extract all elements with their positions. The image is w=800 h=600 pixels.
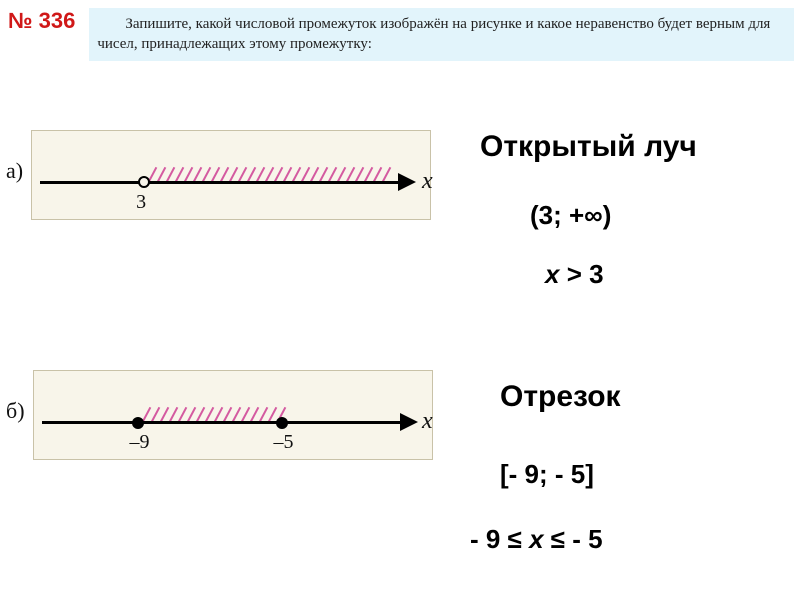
ineq-b-pre: - 9 ≤ [470, 524, 529, 554]
task-text: Запишите, какой числовой промежуток изоб… [89, 8, 794, 61]
hatch-region-b [142, 407, 282, 421]
ineq-b-post: ≤ - 5 [544, 524, 603, 554]
ineq-a-rest: > 3 [559, 259, 603, 289]
tick-label-a: 3 [136, 191, 146, 214]
axis-var-a: x [422, 168, 433, 195]
task-text-content: Запишите, какой числовой промежуток изоб… [97, 16, 770, 52]
answer-inequality-b: - 9 ≤ x ≤ - 5 [470, 525, 730, 555]
tick-label-b-1: –9 [130, 431, 150, 454]
ineq-b-var: x [529, 524, 543, 554]
point-b-1 [132, 417, 144, 429]
axis-arrow-a [398, 173, 416, 191]
problem-a: а) 3 x [2, 130, 431, 220]
axis-arrow-b [400, 413, 418, 431]
tick-label-b-2: –5 [274, 431, 294, 454]
axis-line-a [40, 181, 402, 184]
answer-title-b: Отрезок [500, 380, 621, 413]
hatch-region-a [148, 167, 384, 181]
answer-interval-a: (3; +∞) [530, 201, 710, 231]
label-b: б) [6, 398, 25, 424]
point-b-2 [276, 417, 288, 429]
ineq-a-var: x [545, 259, 559, 289]
answer-inequality-a: x > 3 [545, 260, 705, 290]
problem-number: № 336 [8, 8, 75, 34]
axis-line-b [42, 421, 404, 424]
axis-var-b: x [422, 408, 433, 435]
diagram-a: 3 [31, 130, 431, 220]
answer-title-a: Открытый луч [480, 130, 780, 163]
problem-b: б) –9 –5 x [2, 370, 433, 460]
diagram-b: –9 –5 [33, 370, 433, 460]
point-a-open [138, 176, 150, 188]
label-a: а) [6, 158, 23, 184]
answer-interval-b: [- 9; - 5] [500, 460, 700, 490]
